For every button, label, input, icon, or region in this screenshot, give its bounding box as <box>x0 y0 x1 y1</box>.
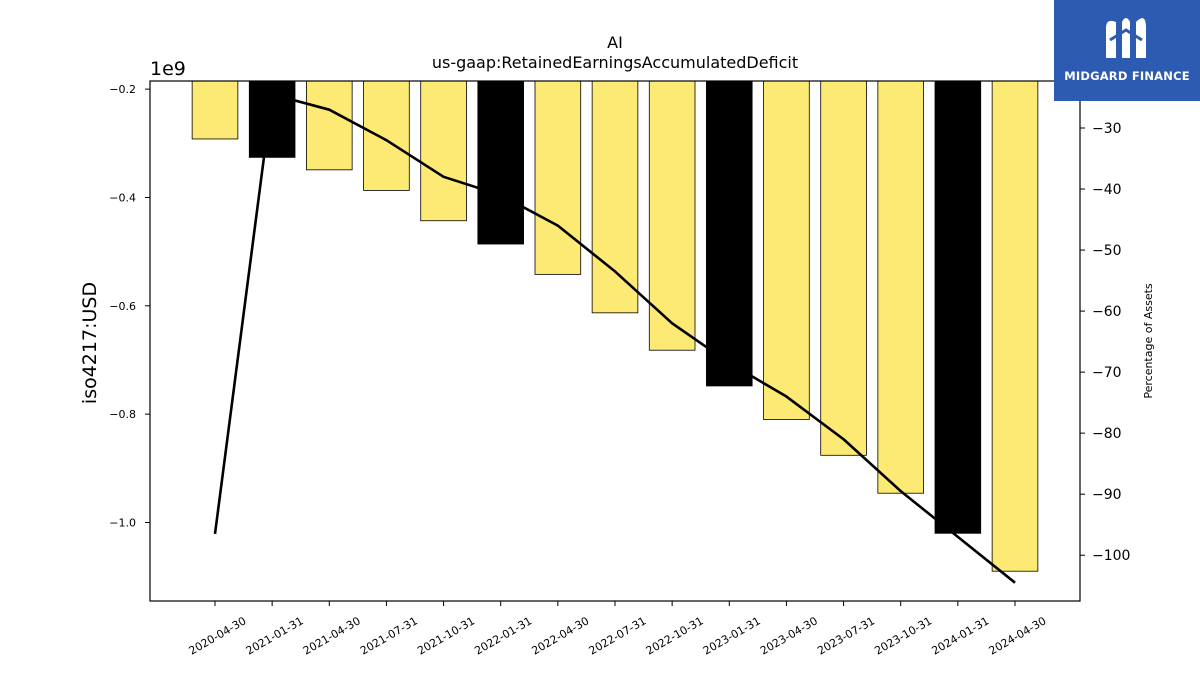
x-tick-label: 2022-04-30 <box>529 614 591 657</box>
x-tick-label: 2022-07-31 <box>587 614 649 657</box>
x-tick-label: 2020-04-30 <box>187 614 249 657</box>
bar <box>363 80 410 191</box>
y-tick-label: −0.2 <box>109 83 136 96</box>
y2-tick-label: −40 <box>1092 182 1122 198</box>
bar <box>420 80 467 222</box>
bar <box>191 80 239 140</box>
bar <box>991 80 1039 572</box>
chart-subtitle: us-gaap:RetainedEarningsAccumulatedDefic… <box>432 53 798 72</box>
y-tick-label: −0.6 <box>109 300 136 313</box>
x-tick-label: 2023-04-30 <box>758 614 820 657</box>
bar <box>248 80 296 158</box>
y2-tick-label: −30 <box>1092 121 1122 137</box>
logo-mark-icon <box>1106 18 1146 58</box>
x-tick-label: 2024-04-30 <box>987 614 1049 657</box>
bar <box>534 80 582 275</box>
y2-tick-label: −70 <box>1092 365 1122 381</box>
y-axis-label: iso4217:USD <box>79 282 101 404</box>
midgard-finance-logo: MIDGARD FINANCE <box>1054 0 1200 101</box>
bar <box>306 80 353 171</box>
y2-tick-label: −80 <box>1092 426 1122 442</box>
y2-tick-label: −60 <box>1092 304 1122 320</box>
chart-title: AI <box>607 33 623 52</box>
x-tick-label: 2021-10-31 <box>415 614 477 657</box>
bar <box>477 80 524 245</box>
axes <box>145 80 1085 606</box>
y2-tick-label: −50 <box>1092 243 1122 259</box>
percentage-line-series <box>213 93 1016 584</box>
bar <box>934 80 982 534</box>
bar <box>648 80 696 351</box>
percentage-line <box>213 93 1016 584</box>
y-tick-label: −0.4 <box>109 191 136 204</box>
x-tick-label: 2023-07-31 <box>815 614 877 657</box>
bar <box>820 80 867 456</box>
bar <box>763 80 810 420</box>
x-tick-label: 2022-01-31 <box>472 614 534 657</box>
logo-text: MIDGARD FINANCE <box>1064 69 1190 83</box>
x-tick-label: 2023-01-31 <box>701 614 763 657</box>
x-tick-label: 2021-01-31 <box>244 614 306 657</box>
bar-series <box>191 80 1039 572</box>
bar <box>877 80 924 494</box>
y-tick-label: −0.8 <box>109 408 136 421</box>
x-tick-label: 2022-10-31 <box>644 614 706 657</box>
y-tick-label: −1.0 <box>109 516 136 529</box>
x-tick-label: 2023-10-31 <box>872 614 934 657</box>
x-tick-label: 2024-01-31 <box>929 614 991 657</box>
y-offset-label: 1e9 <box>150 58 186 80</box>
bar <box>706 80 753 387</box>
bar <box>591 80 639 314</box>
x-tick-label: 2021-04-30 <box>301 614 363 657</box>
x-tick-label: 2021-07-31 <box>358 614 420 657</box>
y2-axis-label: Percentage of Assets <box>1142 283 1155 399</box>
y2-tick-label: −90 <box>1092 487 1122 503</box>
y2-tick-label: −100 <box>1092 548 1130 564</box>
